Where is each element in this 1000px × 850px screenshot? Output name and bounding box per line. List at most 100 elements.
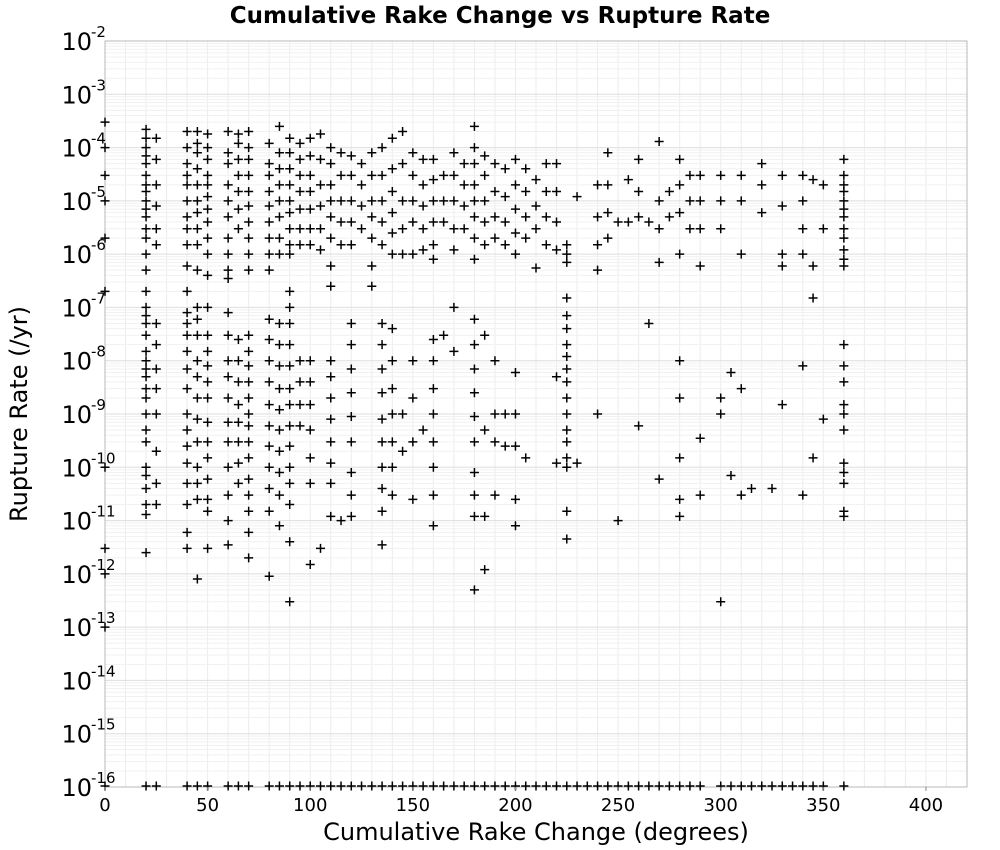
y-tick-label-exponent: -2 bbox=[91, 23, 106, 41]
scatter-point bbox=[490, 212, 500, 222]
scatter-point bbox=[326, 478, 336, 488]
scatter-point bbox=[233, 417, 243, 427]
scatter-point bbox=[316, 201, 325, 211]
scatter-point bbox=[305, 356, 315, 366]
scatter-point bbox=[562, 393, 572, 403]
scatter-point bbox=[839, 511, 849, 521]
scatter-point bbox=[469, 585, 479, 595]
scatter-point bbox=[593, 180, 603, 190]
scatter-point bbox=[408, 170, 418, 180]
scatter-point bbox=[521, 186, 531, 196]
scatter-point bbox=[192, 127, 202, 137]
scatter-point bbox=[798, 490, 808, 500]
scatter-point bbox=[244, 330, 254, 340]
scatter-point bbox=[151, 781, 161, 791]
scatter-point bbox=[552, 458, 562, 468]
y-tick-label-exponent: -3 bbox=[91, 76, 106, 94]
scatter-point bbox=[285, 597, 295, 607]
scatter-point bbox=[644, 781, 654, 791]
scatter-point bbox=[192, 148, 202, 158]
scatter-point bbox=[469, 467, 479, 477]
scatter-point bbox=[244, 265, 254, 275]
scatter-point bbox=[192, 437, 202, 447]
scatter-point bbox=[357, 159, 367, 169]
scatter-point bbox=[428, 409, 438, 419]
scatter-point bbox=[521, 164, 531, 174]
scatter-point bbox=[346, 467, 356, 477]
scatter-point bbox=[439, 196, 449, 206]
scatter-point bbox=[747, 483, 756, 493]
scatter-point bbox=[305, 453, 315, 463]
scatter-point bbox=[839, 186, 849, 196]
scatter-point bbox=[798, 196, 808, 206]
scatter-point bbox=[387, 228, 397, 238]
scatter-point bbox=[182, 441, 192, 451]
scatter-point bbox=[336, 781, 346, 791]
scatter-point bbox=[521, 233, 531, 243]
scatter-point bbox=[285, 537, 295, 547]
x-tick-label: 250 bbox=[601, 795, 635, 816]
scatter-point bbox=[654, 474, 664, 484]
scatter-point bbox=[244, 781, 254, 791]
scatter-point bbox=[233, 356, 243, 366]
scatter-point bbox=[428, 521, 438, 531]
scatter-point bbox=[736, 781, 746, 791]
scatter-point bbox=[377, 540, 387, 550]
scatter-point bbox=[233, 377, 243, 387]
scatter-point bbox=[387, 164, 397, 174]
scatter-point bbox=[562, 240, 572, 250]
scatter-point bbox=[428, 154, 438, 164]
scatter-point bbox=[603, 781, 613, 791]
scatter-point bbox=[264, 421, 274, 431]
scatter-point bbox=[377, 143, 387, 153]
scatter-point bbox=[839, 154, 849, 164]
scatter-point bbox=[244, 170, 254, 180]
scatter-point bbox=[182, 527, 192, 537]
y-tick-label-base: 10 bbox=[61, 28, 92, 56]
scatter-point bbox=[182, 159, 192, 169]
scatter-point bbox=[244, 393, 254, 403]
scatter-point bbox=[480, 425, 490, 435]
scatter-point bbox=[151, 446, 161, 456]
scatter-point bbox=[100, 143, 110, 153]
scatter-point bbox=[377, 462, 387, 472]
scatter-point bbox=[223, 159, 233, 169]
scatter-point bbox=[203, 330, 213, 340]
scatter-point bbox=[141, 124, 151, 134]
scatter-point bbox=[839, 340, 849, 350]
scatter-point bbox=[141, 286, 151, 296]
scatter-point bbox=[490, 781, 500, 791]
scatter-point bbox=[387, 490, 397, 500]
scatter-point bbox=[316, 224, 325, 234]
scatter-point bbox=[233, 478, 243, 488]
scatter-point bbox=[839, 212, 849, 222]
scatter-point bbox=[295, 154, 305, 164]
scatter-point bbox=[264, 781, 274, 791]
scatter-point bbox=[141, 330, 151, 340]
scatter-point bbox=[469, 364, 479, 374]
scatter-point bbox=[326, 159, 336, 169]
scatter-point bbox=[418, 180, 428, 190]
scatter-point bbox=[500, 240, 510, 250]
scatter-point bbox=[839, 361, 849, 371]
scatter-point bbox=[192, 314, 202, 324]
scatter-point bbox=[326, 458, 336, 468]
scatter-point bbox=[192, 393, 202, 403]
scatter-point bbox=[203, 129, 213, 139]
scatter-point bbox=[233, 154, 243, 164]
scatter-point bbox=[777, 400, 787, 410]
scatter-point bbox=[182, 261, 192, 271]
scatter-point bbox=[192, 180, 202, 190]
scatter-point bbox=[654, 196, 664, 206]
scatter-point bbox=[480, 781, 490, 791]
y-tick-label-base: 10 bbox=[61, 721, 92, 749]
scatter-point bbox=[562, 377, 572, 387]
scatter-point bbox=[151, 478, 161, 488]
scatter-point bbox=[500, 781, 510, 791]
scatter-point bbox=[305, 377, 315, 387]
scatter-point bbox=[798, 361, 808, 371]
scatter-point bbox=[285, 340, 295, 350]
scatter-point bbox=[664, 212, 674, 222]
scatter-point bbox=[387, 208, 397, 218]
